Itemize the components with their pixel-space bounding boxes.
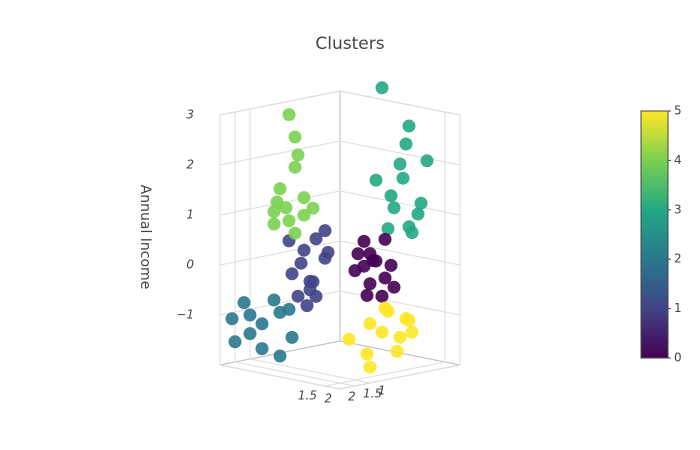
data-point	[375, 81, 389, 95]
data-point	[321, 245, 335, 259]
data-point	[288, 130, 302, 144]
data-point	[225, 312, 239, 326]
data-point	[420, 154, 434, 168]
data-point	[306, 201, 320, 215]
z-tick-label: 2	[186, 158, 194, 172]
data-point	[267, 293, 281, 307]
data-point	[357, 259, 371, 273]
y-tick-label: 1.5	[363, 387, 382, 401]
grid-line	[249, 358, 371, 384]
data-point	[378, 232, 392, 246]
z-tick-label: 1	[186, 208, 194, 222]
data-point	[369, 254, 383, 268]
data-point	[369, 173, 383, 187]
data-point	[243, 308, 257, 322]
data-point	[294, 256, 308, 270]
data-point	[237, 296, 251, 310]
data-point	[342, 332, 356, 346]
data-point	[282, 108, 296, 122]
data-point	[351, 247, 365, 261]
data-point	[303, 283, 317, 297]
colorbar-tick-label: 2	[674, 252, 682, 266]
grid-line	[339, 90, 461, 116]
grid-line	[219, 240, 341, 266]
data-point	[363, 317, 377, 331]
data-point	[402, 119, 416, 133]
colorbar-tick-label: 3	[674, 202, 682, 216]
data-point	[270, 195, 284, 209]
data-point	[309, 232, 323, 246]
data-point	[390, 344, 404, 358]
z-tick-label: −1	[176, 308, 194, 322]
data-point	[384, 258, 398, 272]
y-tick-label: 1	[378, 384, 386, 398]
data-point	[285, 267, 299, 281]
data-point	[297, 243, 311, 257]
colorbar-tick-label: 1	[674, 301, 682, 315]
colorbar-tick-label: 4	[674, 153, 682, 167]
colorbar	[640, 110, 669, 359]
data-point	[243, 327, 257, 341]
data-point	[255, 317, 269, 331]
grid-line	[324, 361, 446, 387]
x-tick-label: 2	[324, 392, 332, 406]
x-tick-label: 1.5	[298, 389, 317, 403]
grid-line	[339, 190, 461, 216]
grid-line	[339, 290, 461, 316]
data-point	[357, 234, 371, 248]
data-point	[360, 288, 374, 302]
data-point	[291, 148, 305, 162]
data-point	[360, 347, 374, 361]
data-point	[282, 214, 296, 228]
grid-line	[339, 364, 461, 390]
data-point	[288, 160, 302, 174]
data-point	[300, 299, 314, 313]
data-point	[291, 289, 305, 303]
data-point	[228, 335, 242, 349]
data-point	[375, 325, 389, 339]
data-point	[273, 349, 287, 363]
data-point	[288, 226, 302, 240]
data-point	[363, 360, 377, 374]
data-point	[411, 207, 425, 221]
z-tick-label: 3	[186, 108, 194, 122]
data-point	[414, 196, 428, 210]
grid-line	[219, 140, 341, 166]
data-point	[273, 182, 287, 196]
data-point	[363, 277, 377, 291]
data-point	[387, 280, 401, 294]
colorbar-tick-label: 0	[674, 351, 682, 365]
data-point	[297, 191, 311, 205]
data-point	[378, 271, 392, 285]
y-tick-label: 2	[348, 390, 356, 404]
data-point	[384, 189, 398, 203]
data-point	[393, 330, 407, 344]
chart-title: Clusters	[315, 34, 384, 54]
data-point	[399, 137, 413, 151]
data-point	[402, 313, 416, 327]
data-point	[396, 171, 410, 185]
z-tick-label: 0	[186, 258, 194, 272]
grid-line	[219, 364, 341, 390]
data-point	[381, 222, 395, 236]
z-axis-title: Annual Income	[137, 185, 153, 290]
data-point	[393, 157, 407, 171]
data-point	[402, 220, 416, 234]
data-point	[255, 342, 269, 356]
data-point	[297, 208, 311, 222]
data-point	[267, 217, 281, 231]
data-point	[273, 305, 287, 319]
data-point	[375, 289, 389, 303]
colorbar-tick-label: 5	[674, 104, 682, 118]
data-point	[285, 330, 299, 344]
data-point	[405, 325, 419, 339]
data-point	[318, 224, 332, 238]
data-point	[378, 301, 392, 315]
grid-line	[219, 90, 341, 116]
grid-line	[234, 361, 356, 387]
data-point	[387, 201, 401, 215]
grid-line	[339, 140, 461, 166]
